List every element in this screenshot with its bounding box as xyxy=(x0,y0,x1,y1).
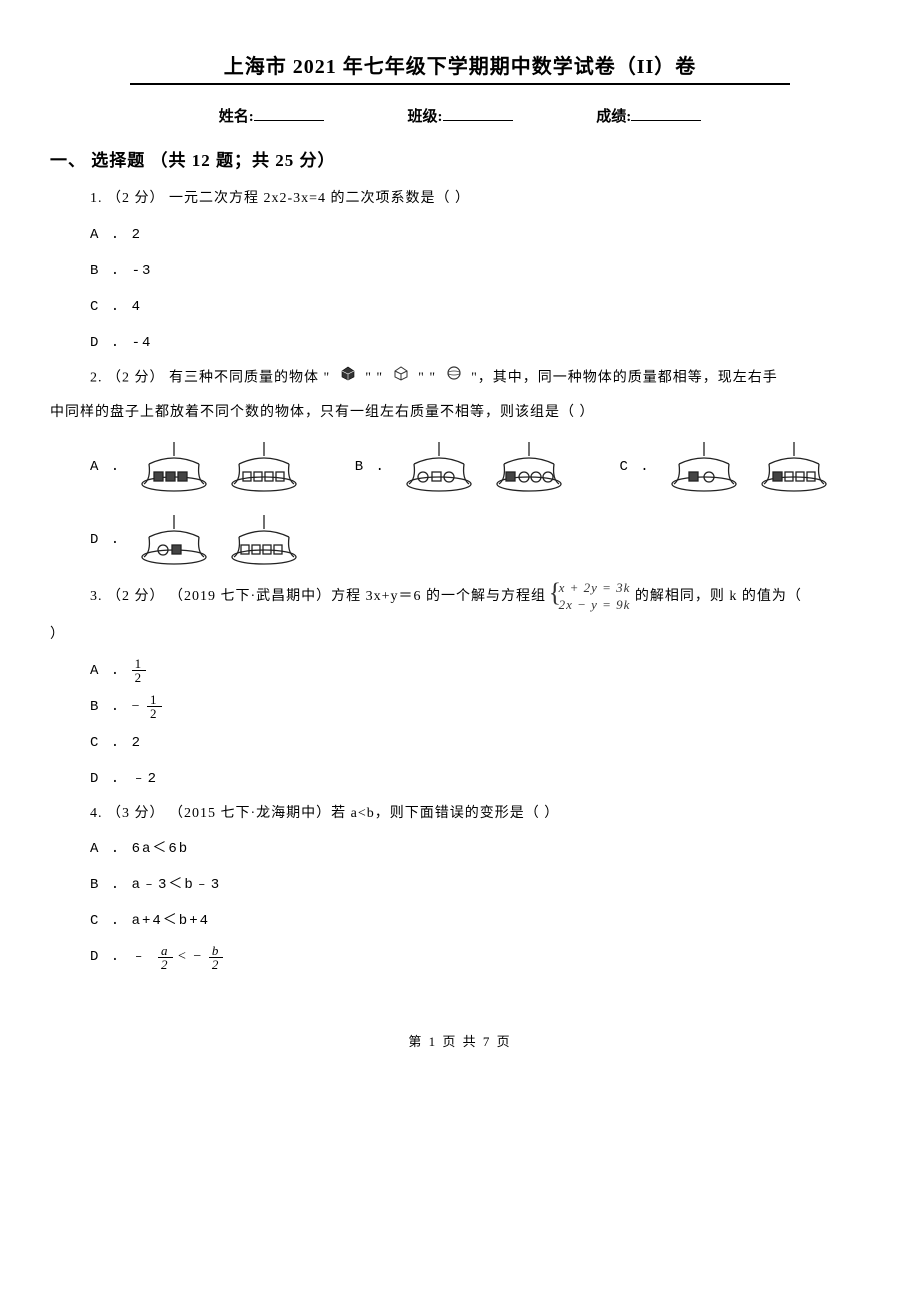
q4-opt-d-label: D . ﹣ xyxy=(90,949,158,965)
q3-opt-d: D . ﹣2 xyxy=(90,765,870,793)
q2-opt-b-label: B . xyxy=(355,459,386,475)
q3-opt-a-den: 2 xyxy=(132,671,147,684)
q4-opt-c: C . a+4＜b+4 xyxy=(90,907,870,935)
fraction-icon: a 2 xyxy=(158,944,173,971)
q3-opt-b-label: B . xyxy=(90,699,132,715)
cube-outline-icon xyxy=(392,365,410,392)
sphere-icon xyxy=(445,365,463,392)
q3-opt-c: C . 2 xyxy=(90,729,870,757)
q3-stem: 3. （2 分） （2019 七下·武昌期中）方程 3x+y＝6 的一个解与方程… xyxy=(90,580,870,614)
q2-opt-c-label: C . xyxy=(619,459,650,475)
exam-title: 上海市 2021 年七年级下学期期中数学试卷（II）卷 xyxy=(130,50,790,85)
q3-text-a: 3. （2 分） （2019 七下·武昌期中）方程 3x+y＝6 的一个解与方程… xyxy=(90,589,551,604)
q2-text-d: "，其中，同一种物体的质量都相等，现左右手 xyxy=(471,370,778,385)
equation-system-icon: x + 2y = 3k 2x − y = 9k xyxy=(551,580,631,614)
class-blank[interactable] xyxy=(443,106,513,121)
q4-d-b-den: 2 xyxy=(209,958,224,971)
q3-text-b: 的解相同，则 k 的值为（ xyxy=(635,589,802,604)
q2-opt-a: A . xyxy=(90,434,311,499)
q3-opt-b-den: 2 xyxy=(147,707,162,720)
q3-opt-a-label: A . xyxy=(90,663,132,679)
q2-text-c: " " xyxy=(418,370,436,385)
balance-d-icon xyxy=(131,507,311,572)
q2-text-b: " " xyxy=(365,370,383,385)
q4-opt-d: D . ﹣ a 2 < − b 2 xyxy=(90,943,870,971)
q1-opt-a: A . 2 xyxy=(90,221,870,249)
q4-stem: 4. （3 分） （2015 七下·龙海期中）若 a<b，则下面错误的变形是（ … xyxy=(90,801,870,828)
q1-opt-d: D . -4 xyxy=(90,329,870,357)
q2-opt-d-label: D . xyxy=(90,532,121,548)
q2-opt-a-label: A . xyxy=(90,459,121,475)
score-blank[interactable] xyxy=(631,106,701,121)
q4-opt-a: A . 6a＜6b xyxy=(90,835,870,863)
fraction-icon: 1 2 xyxy=(132,657,147,684)
section-1-header: 一、 选择题 （共 12 题；共 25 分） xyxy=(50,146,870,171)
q2-opt-b: B . xyxy=(355,434,576,499)
q2-opt-c: C . xyxy=(619,434,840,499)
balance-a-icon xyxy=(131,434,311,499)
q4-d-b-num: b xyxy=(209,944,224,958)
q2-stem-line2: 中同样的盘子上都放着不同个数的物体，只有一组左右质量不相等，则该组是（ ） xyxy=(50,400,870,427)
fraction-icon: b 2 xyxy=(209,944,224,971)
fraction-icon: 1 2 xyxy=(147,693,162,720)
q4-d-a-num: a xyxy=(158,944,173,958)
student-info-row: 姓名: 班级: 成绩: xyxy=(50,105,870,126)
q3-opt-a: A . 1 2 xyxy=(90,657,870,685)
cube-solid-icon xyxy=(339,365,357,392)
page-footer: 第 1 页 共 7 页 xyxy=(50,1031,870,1050)
q2-stem-line1: 2. （2 分） 有三种不同质量的物体 " " " " " "，其中，同一种物体… xyxy=(90,365,870,392)
q2-text-a: 2. （2 分） 有三种不同质量的物体 " xyxy=(90,370,330,385)
q3-opt-b-num: 1 xyxy=(147,693,162,707)
q3-opt-b: B . − 1 2 xyxy=(90,693,870,721)
q3-stem-line2: ） xyxy=(50,622,870,649)
q3-eq1: x + 2y = 3k xyxy=(559,580,631,597)
q1-stem: 1. （2 分） 一元二次方程 2x2-3x=4 的二次项系数是（ ） xyxy=(90,186,870,213)
balance-c-icon xyxy=(661,434,841,499)
q1-opt-c: C . 4 xyxy=(90,293,870,321)
exam-page: 上海市 2021 年七年级下学期期中数学试卷（II）卷 姓名: 班级: 成绩: … xyxy=(0,0,920,1090)
q3-opt-a-num: 1 xyxy=(132,657,147,671)
q4-d-a-den: 2 xyxy=(158,958,173,971)
q3-eq2: 2x − y = 9k xyxy=(559,597,631,614)
q4-opt-b: B . a﹣3＜b﹣3 xyxy=(90,871,870,899)
name-label: 姓名: xyxy=(219,109,254,125)
balance-b-icon xyxy=(396,434,576,499)
score-label: 成绩: xyxy=(596,109,631,125)
q2-opt-d: D . xyxy=(90,507,311,572)
class-label: 班级: xyxy=(408,109,443,125)
q3-opt-b-neg: − xyxy=(132,699,142,714)
q4-d-lt: < − xyxy=(178,949,203,964)
q1-opt-b: B . -3 xyxy=(90,257,870,285)
name-blank[interactable] xyxy=(254,106,324,121)
